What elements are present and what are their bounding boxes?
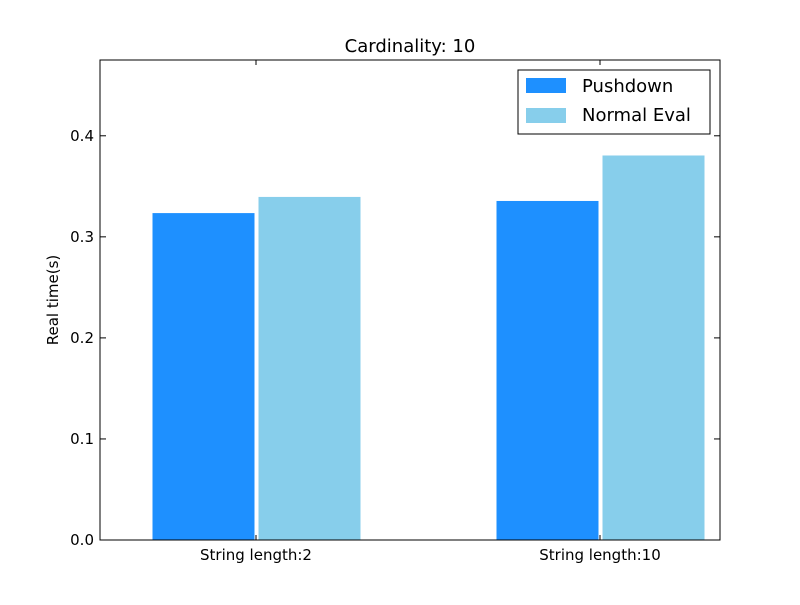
bar-pushdown-1 xyxy=(151,212,256,541)
y-tick-label: 0.1 xyxy=(70,430,94,448)
legend-swatch-pushdown xyxy=(526,78,566,93)
bar-normal-eval-2 xyxy=(601,154,706,541)
y-tick-label: 0.2 xyxy=(70,329,94,347)
y-tick-label: 0.3 xyxy=(70,228,94,246)
x-tick-label: String length:2 xyxy=(200,546,312,564)
ticks-layer: String length:2 String length:10 0.0 0.1 0.2… xyxy=(70,60,720,564)
chart-title: Cardinality: 10 xyxy=(345,36,476,57)
legend-swatch-normal-eval xyxy=(526,108,566,123)
bar-normal-eval-1 xyxy=(257,195,362,541)
y-tick-label: 0.0 xyxy=(70,531,94,549)
bar-pushdown-2 xyxy=(495,199,600,541)
y-axis-label: Real time(s) xyxy=(44,255,62,346)
y-tick-label: 0.4 xyxy=(70,127,94,145)
x-tick-label: String length:10 xyxy=(539,546,661,564)
bars-layer xyxy=(151,154,706,541)
axes-frame xyxy=(99,59,721,541)
legend: Pushdown Normal Eval xyxy=(517,69,711,135)
legend-label-pushdown: Pushdown xyxy=(582,76,673,97)
legend-label-normal-eval: Normal Eval xyxy=(582,105,691,126)
